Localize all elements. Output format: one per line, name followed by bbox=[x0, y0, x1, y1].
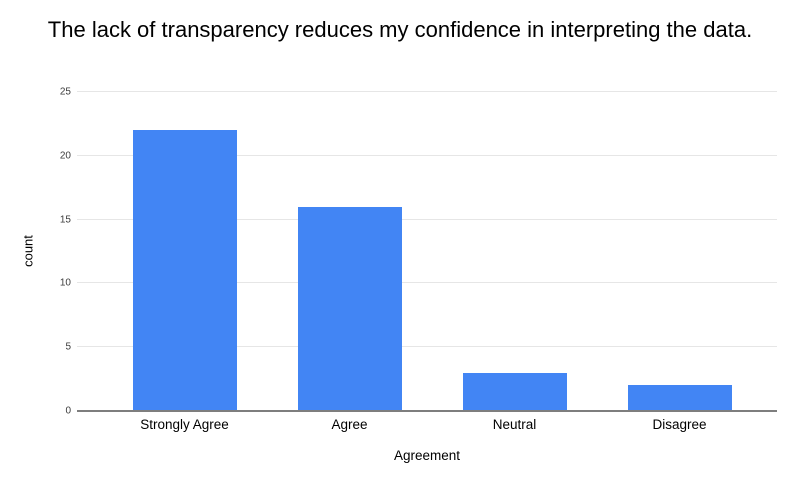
x-label-disagree: Disagree bbox=[652, 417, 707, 432]
bar-series bbox=[102, 92, 762, 411]
y-tick-5: 5 bbox=[65, 341, 71, 353]
gridline-10 bbox=[77, 282, 777, 284]
gridline-5 bbox=[77, 346, 777, 348]
bar-strongly-agree bbox=[132, 130, 237, 411]
chart-title: The lack of transparency reduces my conf… bbox=[47, 17, 753, 42]
bar-disagree bbox=[627, 385, 732, 411]
y-tick-10: 10 bbox=[59, 277, 71, 289]
bar-slot-strongly-agree bbox=[102, 92, 267, 411]
x-axis-labels: Strongly Agree Agree Neutral Disagree bbox=[102, 417, 762, 432]
bar-slot-agree bbox=[267, 92, 432, 411]
gridline-15 bbox=[77, 218, 777, 220]
gridline-20 bbox=[77, 154, 777, 156]
y-tick-0: 0 bbox=[65, 405, 71, 417]
bar-agree bbox=[297, 206, 402, 411]
bar-slot-disagree bbox=[597, 92, 762, 411]
x-label-strongly-agree: Strongly Agree bbox=[140, 417, 229, 432]
x-axis-line bbox=[77, 410, 777, 412]
y-tick-25: 25 bbox=[59, 86, 71, 98]
y-tick-20: 20 bbox=[59, 150, 71, 162]
bar-slot-neutral bbox=[432, 92, 597, 411]
x-label-neutral: Neutral bbox=[492, 417, 537, 432]
plot-area bbox=[77, 91, 777, 412]
bar-neutral bbox=[462, 372, 567, 411]
y-axis-ticks: 0 5 10 15 20 25 bbox=[0, 87, 71, 417]
gridline-25 bbox=[77, 91, 777, 92]
x-axis-title: Agreement bbox=[393, 448, 461, 463]
x-label-agree: Agree bbox=[331, 417, 368, 432]
y-axis-title: count bbox=[20, 235, 36, 267]
y-tick-15: 15 bbox=[59, 214, 71, 226]
